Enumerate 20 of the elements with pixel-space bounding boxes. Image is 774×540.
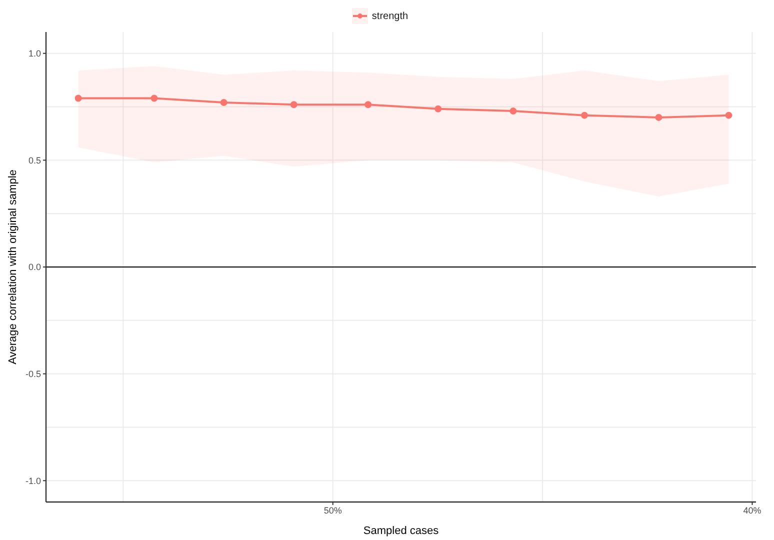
y-tick-label: 0.0 — [28, 262, 41, 272]
point — [434, 105, 442, 112]
point — [74, 94, 82, 102]
legend-label: strength — [372, 10, 408, 22]
point — [510, 108, 517, 115]
y-tick-label: -1.0 — [25, 476, 41, 486]
y-tick-label: -0.5 — [25, 369, 41, 380]
point — [220, 99, 228, 106]
x-tick-label: 50% — [324, 505, 342, 516]
point — [580, 112, 588, 119]
point — [290, 101, 298, 108]
y-tick-label: 1.0 — [28, 48, 41, 59]
point — [364, 101, 372, 108]
x-axis-title: Sampled cases — [363, 525, 440, 537]
point — [725, 112, 732, 119]
y-tick-label: 0.5 — [28, 155, 41, 166]
x-tick-label: 40% — [743, 505, 762, 516]
y-axis-title: Average correlation with original sample — [6, 170, 19, 364]
point — [150, 94, 158, 102]
point — [655, 114, 662, 121]
